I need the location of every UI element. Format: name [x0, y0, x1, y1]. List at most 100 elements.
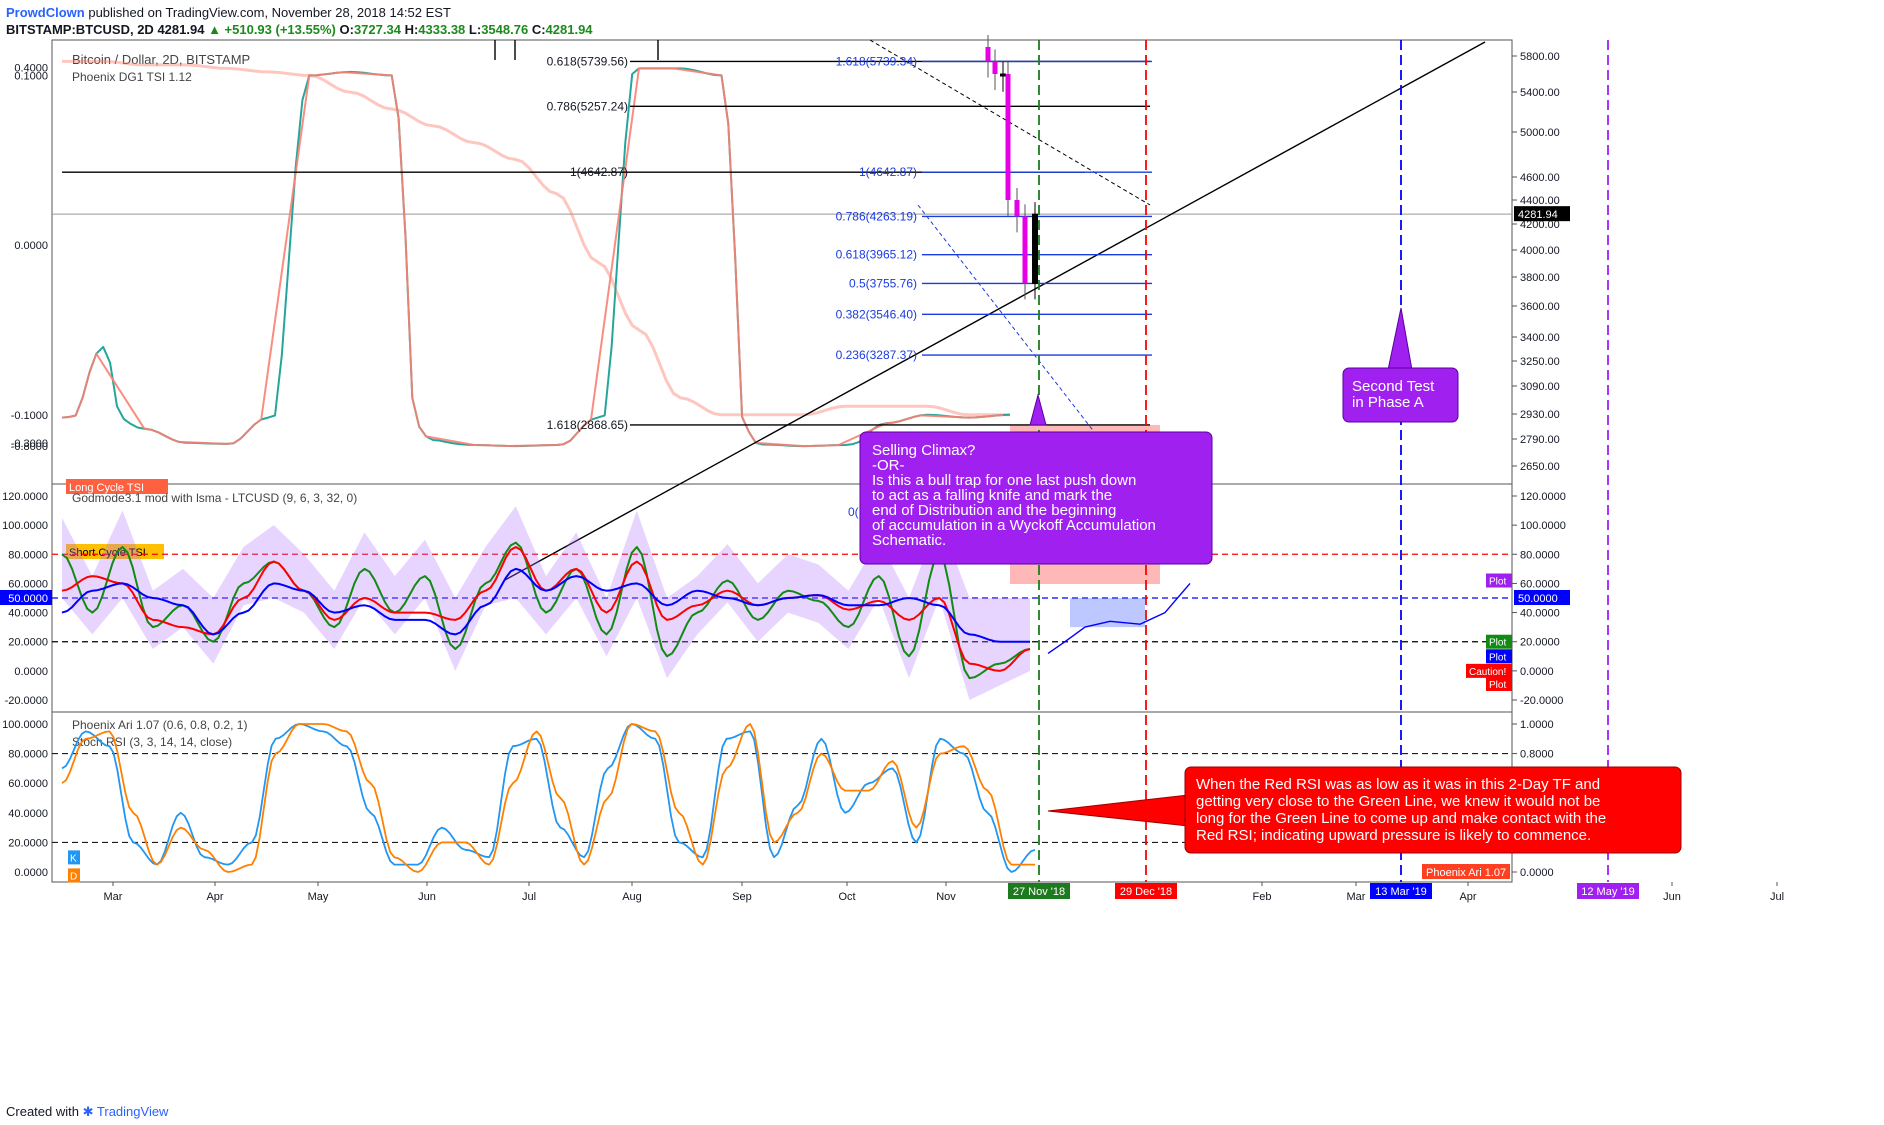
stoch-tick-label: 80.0000 [8, 749, 48, 761]
stoch-d-label: D [70, 871, 77, 882]
tsi-tick-label: -0.1000 [11, 410, 48, 422]
close-label: C: [531, 22, 546, 37]
stoch-tick-label: 0.0000 [1520, 867, 1554, 879]
phoenix-ari-label: Phoenix Ari 1.07 [1426, 867, 1506, 879]
price-tick-label: 5400.00 [1520, 87, 1560, 99]
publish-info: published on TradingView.com, November 2… [88, 5, 451, 20]
candle-body [985, 47, 991, 62]
price-tick-label: 2650.00 [1520, 461, 1560, 473]
rsi-tick-label: 60.0000 [1520, 578, 1560, 590]
fib-level-label: 1.618(2868.65) [547, 418, 628, 432]
rsi-plot-badge-label: Plot [1489, 652, 1506, 663]
tsi-tick-label: 0.1000 [14, 70, 48, 82]
rsi-current-label: 50.0000 [1518, 593, 1558, 605]
stoch-tick-label: 100.0000 [2, 719, 48, 731]
rsi-tick-label: 20.0000 [1520, 637, 1560, 649]
selling-climax-box [859, 431, 1213, 565]
stoch-tick-label: 1.0000 [1520, 719, 1554, 731]
stoch-d-badge [68, 868, 80, 883]
rsi-tick-label: -20.0000 [1520, 695, 1563, 707]
time-tick-label: Jun [1663, 891, 1681, 903]
long-cycle-tsi-tag [66, 479, 168, 494]
stoch-tick-label: 0.8000 [1520, 749, 1554, 761]
time-tick-label: Jun [418, 891, 436, 903]
plot-frame [51, 39, 1513, 883]
date-marker-badge [1577, 883, 1639, 899]
rsi-indicator-title: Godmode3.1 mod with lsma - LTCUSD (9, 6,… [72, 491, 357, 505]
rsi-tick-label: 80.0000 [8, 549, 48, 561]
projected-rsi-curve [1047, 582, 1191, 654]
date-marker-label: 29 Dec '18 [1120, 886, 1172, 898]
price-tick-label: 4600.00 [1520, 172, 1560, 184]
candle-body [1005, 74, 1011, 200]
footer: Created with ✱ TradingView [6, 1104, 168, 1120]
close-value: 4281.94 [545, 22, 593, 37]
main-chart-title: Bitcoin / Dollar, 2D, BITSTAMP [72, 52, 250, 67]
rsi-plot-badge-label: Plot [1489, 680, 1506, 691]
fib-level-label: 0.618(3965.12) [836, 248, 917, 262]
time-tick-label: Sep [732, 891, 752, 903]
stoch-k-line [61, 723, 1036, 873]
low-value: 3548.76 [481, 22, 529, 37]
tradingview-brand[interactable]: TradingView [96, 1104, 169, 1119]
date-marker-badge [1115, 883, 1177, 899]
time-tick-label: Jul [522, 891, 536, 903]
price-tick-label: 5000.00 [1520, 127, 1560, 139]
publish-line: ProwdClown published on TradingView.com,… [6, 5, 451, 20]
price-tick-label: 4000.00 [1520, 245, 1560, 257]
projection-box [1070, 598, 1145, 628]
tradingview-logo-icon: ✱ [82, 1104, 94, 1119]
date-marker-label: 13 Mar '19 [1375, 886, 1427, 898]
low-label: L: [468, 22, 482, 37]
high-label: H: [404, 22, 419, 37]
author-link[interactable]: ProwdClown [6, 5, 85, 20]
stoch-tick-label: 0.0000 [14, 867, 48, 879]
rsi-tick-label: 20.0000 [8, 637, 48, 649]
rsi-plot-badge-label: Plot [1489, 638, 1506, 649]
long-cycle-tsi-line [62, 59, 1010, 417]
tsi-tick-label: -0.3000 [11, 438, 48, 450]
rsi-tick-label: 60.0000 [8, 578, 48, 590]
time-tick-label: Apr [1459, 891, 1476, 903]
time-tick-label: Oct [838, 891, 855, 903]
candle-body [992, 61, 998, 74]
fib-level-label: 0.786(4263.19) [836, 209, 917, 223]
red-rsi-pointer [1047, 794, 1189, 827]
created-with-label: Created with [6, 1104, 79, 1119]
time-tick-label: Feb [1253, 891, 1272, 903]
time-tick-label: Mar [1347, 891, 1366, 903]
price-tick-label: 3090.00 [1520, 381, 1560, 393]
rsi-tick-label: 80.0000 [1520, 549, 1560, 561]
rsi-current-badge [1514, 590, 1570, 605]
date-marker-label: 12 May '19 [1581, 886, 1634, 898]
rsi-current-badge [0, 590, 52, 605]
rsi-tick-label: 100.0000 [1520, 520, 1566, 532]
rsi-tick-label: 120.0000 [2, 491, 48, 503]
date-marker-badge [1008, 883, 1070, 899]
time-tick-label: Mar [104, 891, 123, 903]
rsi-tick-label: 40.0000 [1520, 608, 1560, 620]
red-rsi-text: When the Red RSI was as low as it was in… [1196, 776, 1606, 844]
stoch-tick-label: 60.0000 [8, 778, 48, 790]
time-tick-label: Aug [622, 891, 642, 903]
price-tick-label: 2790.00 [1520, 434, 1560, 446]
short-cycle-tsi-line-down [61, 67, 1004, 448]
rsi-tick-label: 0.0000 [14, 666, 48, 678]
rsi-tick-label: 100.0000 [2, 520, 48, 532]
chart-canvas[interactable]: 5800.00 5400.00 5000.00 4600.00 4400.00 4200.… [0, 0, 1884, 1100]
red-rsi-box [1184, 766, 1682, 854]
price-tick-label: 3400.00 [1520, 332, 1560, 344]
rsi-current-label: 50.0000 [8, 593, 48, 605]
last-price-badge-label: 4281.94 [1518, 209, 1558, 221]
symbol-line: BITSTAMP:BTCUSD, 2D 4281.94 ▲ +510.93 (+… [6, 22, 593, 37]
short-cycle-tsi-tag [66, 544, 164, 559]
rsi-green-line [61, 541, 1031, 680]
high-value: 4333.38 [418, 22, 466, 37]
candle-body [1014, 200, 1020, 217]
rsi-tick-label: 0.0000 [1520, 666, 1554, 678]
fib-level-label: 1.618(5739.34) [836, 54, 917, 68]
tsi-tick-label: 0.4000 [14, 62, 48, 74]
stoch-k-label: K [70, 853, 77, 864]
fib-level-label: 0.382(3546.40) [836, 307, 917, 321]
phoenix-ari-badge [1422, 864, 1510, 879]
